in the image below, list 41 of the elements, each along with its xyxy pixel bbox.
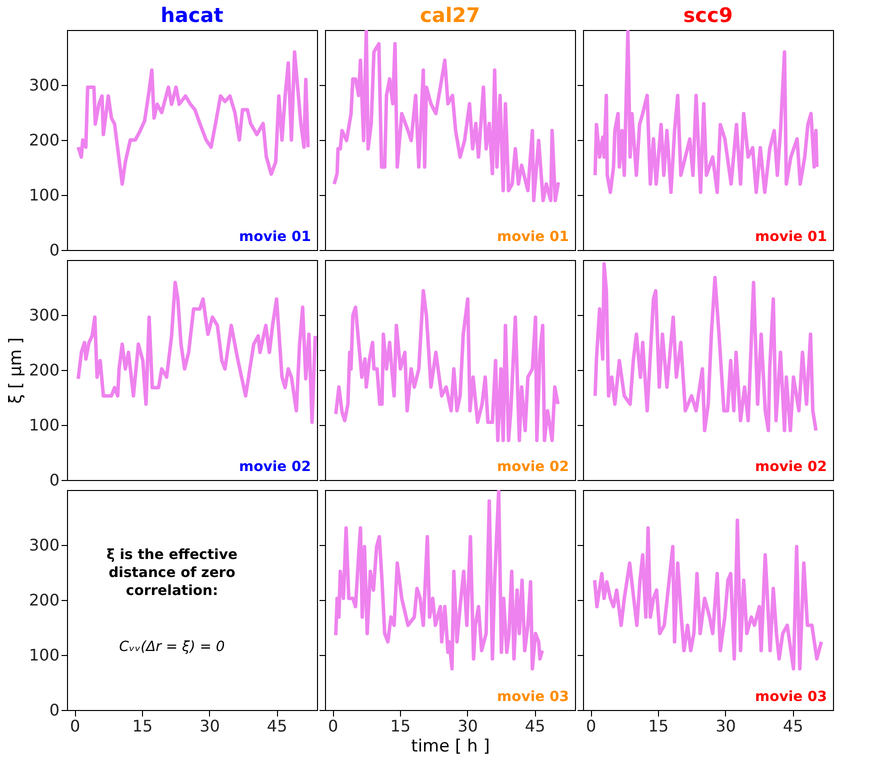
y-tick-label: 100 bbox=[28, 416, 60, 434]
line-series bbox=[76, 280, 317, 424]
y-tick-label: 100 bbox=[28, 646, 60, 664]
x-tick-label: 15 bbox=[132, 716, 153, 736]
chart-title: hacat bbox=[160, 3, 224, 27]
x-tick-label: 30 bbox=[716, 716, 736, 736]
x-tick-label: 30 bbox=[200, 716, 220, 736]
annotation: movie 01 bbox=[239, 229, 311, 245]
y-axis-title: ξ [ μm ] bbox=[6, 337, 26, 404]
y-tick-label: 200 bbox=[28, 360, 60, 380]
chart-title: cal27 bbox=[420, 3, 480, 27]
annotation: movie 02 bbox=[755, 459, 827, 475]
y-tick-label: 300 bbox=[28, 76, 60, 94]
y-tick-label: 300 bbox=[28, 306, 60, 324]
annotation: movie 02 bbox=[497, 459, 569, 475]
annotation: movie 03 bbox=[497, 689, 569, 705]
x-tick-label: 0 bbox=[328, 716, 338, 736]
y-tick-label: 200 bbox=[28, 590, 60, 610]
x-tick-label: 15 bbox=[648, 716, 669, 736]
y-tick-label: 0 bbox=[49, 700, 60, 720]
x-tick-label: 15 bbox=[390, 716, 411, 736]
x-tick-label: 45 bbox=[524, 716, 546, 736]
y-tick-label: 0 bbox=[49, 470, 60, 490]
x-axis-title: time [ h ] bbox=[411, 736, 490, 756]
y-tick-label: 200 bbox=[28, 130, 60, 150]
annotation: movie 03 bbox=[755, 689, 827, 705]
x-tick-label: 0 bbox=[586, 716, 596, 736]
annotation: Cᵥᵥ(Δr = ξ) = 0 bbox=[119, 639, 225, 655]
annotation: movie 01 bbox=[755, 229, 827, 245]
x-tick-label: 0 bbox=[70, 716, 80, 736]
x-tick-label: 45 bbox=[782, 716, 804, 736]
annotation: movie 02 bbox=[239, 459, 311, 475]
annotation: movie 01 bbox=[497, 229, 569, 245]
y-tick-label: 100 bbox=[28, 186, 60, 204]
annotation: ξ is the effective distance of zero correlation: bbox=[106, 547, 238, 599]
x-tick-label: 30 bbox=[458, 716, 478, 736]
y-tick-label: 300 bbox=[28, 536, 60, 554]
line-series bbox=[76, 50, 310, 186]
chart-title: scc9 bbox=[683, 3, 733, 27]
x-tick-label: 45 bbox=[266, 716, 288, 736]
y-tick-label: 0 bbox=[49, 240, 60, 260]
